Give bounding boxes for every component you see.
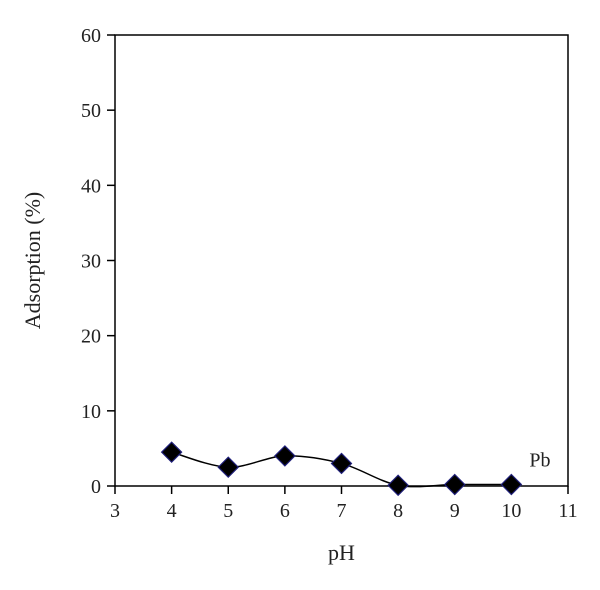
x-tick-label: 3 [110, 500, 120, 522]
data-point-diamond [217, 456, 240, 479]
plot-frame [114, 34, 569, 487]
y-tick-label: 10 [81, 401, 101, 423]
y-tick-label: 50 [81, 100, 101, 122]
data-point-diamond [500, 473, 523, 496]
x-tick-label: 7 [337, 500, 347, 522]
y-tick-label: 20 [81, 326, 101, 348]
y-tick-label: 0 [91, 476, 101, 498]
data-point-diamond [330, 452, 353, 475]
series-label-pb: Pb [529, 449, 550, 471]
data-point-diamond [387, 474, 409, 497]
plot-border [114, 34, 569, 487]
y-axis-title: Adsorption (%) [20, 192, 45, 329]
x-tick-label: 5 [223, 500, 233, 522]
y-tick-label: 60 [81, 25, 101, 47]
y-tick-label: 30 [81, 251, 101, 273]
y-tick-label: 40 [81, 175, 101, 197]
series-markers [160, 441, 523, 497]
x-axis-title: pH [328, 540, 355, 565]
x-tick-label: 4 [167, 500, 177, 522]
x-tick-label: 11 [558, 500, 577, 522]
y-axis-ticks: 0 10 20 30 40 50 60 [81, 25, 115, 498]
x-tick-label: 10 [501, 500, 521, 522]
x-tick-label: 8 [393, 500, 403, 522]
data-point-diamond [160, 441, 183, 464]
x-axis-ticks: 3 4 5 6 7 8 9 10 11 [110, 486, 578, 522]
data-point-diamond [274, 445, 296, 467]
x-tick-label: 9 [450, 500, 460, 522]
x-tick-label: 6 [280, 500, 290, 522]
data-point-diamond [443, 473, 466, 496]
